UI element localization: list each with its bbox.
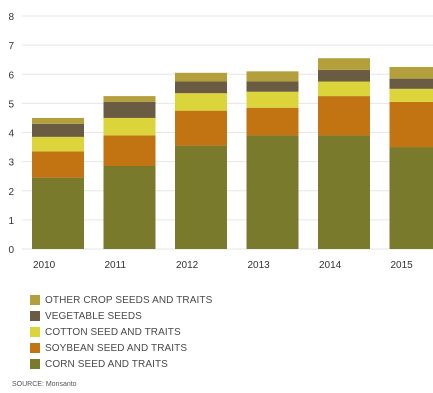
bar-segment-2013-2 [246, 91, 299, 108]
bar-segment-2010-0 [32, 177, 84, 249]
legend-label: COTTON SEED AND TRAITS [45, 326, 181, 338]
bar-segment-2012-4 [175, 72, 227, 82]
legend-label: SOYBEAN SEED AND TRAITS [45, 342, 188, 354]
bar-segment-2010-2 [32, 136, 84, 152]
bar-segment-2015-1 [389, 101, 433, 148]
bar-segment-2010-4 [32, 117, 84, 124]
legend-item: VEGETABLE SEEDS [30, 308, 212, 324]
legend-swatch [30, 343, 40, 353]
bar-segment-2012-3 [175, 81, 227, 94]
bar-group-2012 [175, 72, 227, 249]
bar-group-2011 [103, 96, 156, 249]
legend-item: CORN SEED AND TRAITS [30, 356, 212, 372]
y-tick-label: 8 [8, 12, 14, 23]
x-tick-label: 2011 [105, 260, 127, 271]
source-note: SOURCE: Monsanto [12, 381, 77, 388]
bar-segment-2012-1 [175, 110, 227, 146]
bar-segment-2014-3 [318, 69, 370, 82]
y-tick-label: 7 [8, 41, 14, 52]
bar-segment-2013-3 [246, 81, 299, 92]
y-tick-label: 0 [8, 245, 14, 256]
bar-segment-2013-0 [246, 135, 299, 249]
bar-segment-2015-3 [389, 78, 433, 89]
y-tick-label: 3 [8, 158, 14, 169]
bar-segment-2010-1 [32, 151, 84, 178]
bar-group-2015 [389, 66, 433, 249]
bar-segment-2011-3 [103, 101, 156, 118]
stacked-bar-chart: 0 1 2 3 4 5 6 7 8 2010 2011 2012 2013 2014 2015 [8, 12, 433, 271]
bar-segment-2012-2 [175, 93, 227, 111]
bar-group-2013 [246, 71, 299, 249]
bar-segment-2011-1 [103, 135, 156, 166]
bar-segment-2014-2 [318, 81, 370, 97]
x-tick-label: 2013 [248, 260, 271, 271]
x-tick-label: 2015 [391, 260, 414, 271]
bar-segment-2012-0 [175, 145, 227, 249]
bar-segment-2015-0 [389, 147, 433, 249]
bar-group-2014 [318, 58, 370, 249]
legend-swatch [30, 359, 40, 369]
x-tick-label: 2010 [33, 260, 56, 271]
y-tick-label: 2 [8, 187, 14, 198]
x-tick-label: 2012 [176, 260, 199, 271]
bar-segment-2014-0 [318, 135, 370, 249]
bar-segment-2010-3 [32, 123, 84, 137]
legend-swatch [30, 327, 40, 337]
y-tick-label: 4 [8, 129, 14, 140]
legend-label: OTHER CROP SEEDS AND TRAITS [45, 294, 213, 306]
bar-segment-2013-1 [246, 107, 299, 136]
bar-segment-2015-2 [389, 88, 433, 102]
legend-swatch [30, 311, 40, 321]
bar-segment-2014-1 [318, 96, 370, 136]
y-tick-label: 5 [8, 99, 14, 110]
bar-group-2010 [32, 117, 84, 249]
bar-segment-2011-4 [103, 96, 156, 102]
y-tick-label: 6 [8, 70, 14, 81]
legend-item: SOYBEAN SEED AND TRAITS [30, 340, 212, 356]
legend: OTHER CROP SEEDS AND TRAITS VEGETABLE SEE… [30, 292, 212, 372]
x-tick-label: 2014 [319, 260, 342, 271]
bar-segment-2015-4 [389, 66, 433, 79]
legend-item: OTHER CROP SEEDS AND TRAITS [30, 292, 212, 308]
bar-segment-2011-0 [103, 165, 156, 249]
legend-swatch [30, 295, 40, 305]
y-tick-label: 1 [8, 216, 14, 227]
bar-segment-2011-2 [103, 117, 156, 136]
legend-label: CORN SEED AND TRAITS [45, 358, 168, 370]
bar-segment-2014-4 [318, 58, 370, 70]
legend-item: COTTON SEED AND TRAITS [30, 324, 212, 340]
legend-label: VEGETABLE SEEDS [45, 310, 142, 322]
bar-segment-2013-4 [246, 71, 299, 82]
